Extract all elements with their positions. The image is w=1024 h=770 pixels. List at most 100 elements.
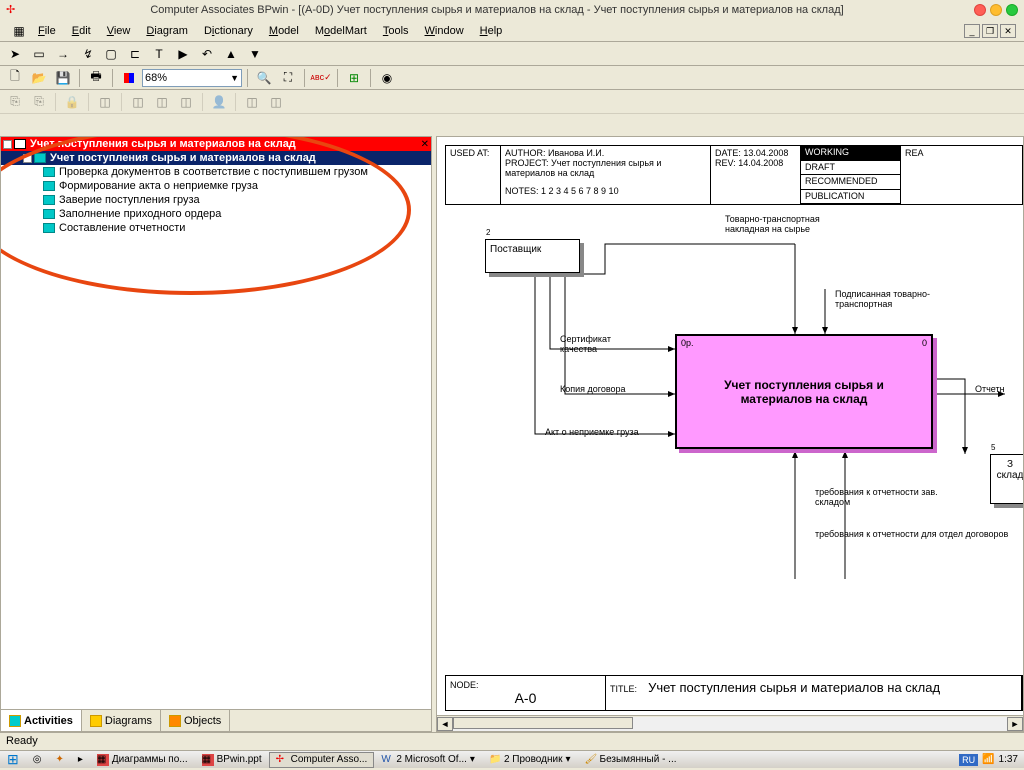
box-tool[interactable]: ▭: [28, 44, 50, 64]
status-publication: PUBLICATION: [801, 190, 900, 205]
pointer-tool[interactable]: ➤: [4, 44, 26, 64]
task-item[interactable]: 🖌Безымянный - ...: [578, 752, 684, 768]
color-button[interactable]: [118, 68, 140, 88]
zoom-dot[interactable]: [1006, 4, 1018, 16]
zoom-value: 68%: [145, 72, 167, 84]
quicklaunch[interactable]: ✦: [48, 752, 70, 767]
tree-selected[interactable]: - Учет поступления сырья и материалов на…: [1, 151, 431, 165]
activities-tab-icon: [9, 715, 21, 727]
tree-item[interactable]: Заверие поступления груза: [1, 193, 431, 207]
box2-tool[interactable]: ⊏: [124, 44, 146, 64]
report-button[interactable]: ◉: [376, 68, 398, 88]
lang-indicator[interactable]: RU: [959, 754, 978, 766]
diagram-panel[interactable]: USED AT: AUTHOR: Иванова И.И. PROJECT: У…: [436, 136, 1024, 732]
tree-item[interactable]: Заполнение приходного ордера: [1, 207, 431, 221]
scroll-left-button[interactable]: ◄: [437, 717, 453, 731]
quicklaunch[interactable]: ▸: [71, 752, 90, 767]
tab-objects[interactable]: Objects: [161, 710, 230, 731]
menu-help[interactable]: Help: [472, 23, 511, 39]
tunnel-tool[interactable]: ↯: [76, 44, 98, 64]
close-dot[interactable]: [974, 4, 986, 16]
main-activity-box[interactable]: 0р. 0 Учет поступления сырья и материало…: [675, 334, 933, 449]
date-label: DATE:: [715, 148, 741, 158]
arrow-label: требования к отчетности для отдел догово…: [815, 529, 1015, 539]
reader-label: REA: [901, 146, 931, 204]
tree-root[interactable]: - Учет поступления сырья и материалов на…: [1, 137, 431, 151]
menu-tools[interactable]: Tools: [375, 23, 417, 39]
start-button[interactable]: ⊞: [0, 749, 26, 770]
zoom-combo[interactable]: 68% ▼: [142, 69, 242, 87]
task-label: BPwin.ppt: [217, 754, 262, 765]
spellcheck-button[interactable]: ᴀʙᴄ✓: [310, 68, 332, 88]
scroll-right-button[interactable]: ►: [1007, 717, 1023, 731]
tab-activities[interactable]: Activities: [1, 710, 82, 731]
open-button[interactable]: 📂: [28, 68, 50, 88]
window-title: Computer Associates BPwin - [(A-0D) Учет…: [20, 4, 974, 16]
menu-view[interactable]: View: [99, 23, 139, 39]
tree-toggle-icon[interactable]: -: [3, 140, 12, 149]
menu-edit[interactable]: Edit: [64, 23, 99, 39]
supplier-box[interactable]: 2 Поставщик: [485, 239, 580, 273]
window-controls-mac: [974, 4, 1018, 16]
main-box-label: Учет поступления сырья и материалов на с…: [687, 378, 921, 406]
scroll-track[interactable]: [453, 717, 1007, 731]
tree-item-label: Заполнение приходного ордера: [59, 208, 221, 220]
task-item[interactable]: 📁2 Проводник ▾: [482, 752, 578, 768]
project-label: PROJECT:: [505, 158, 549, 168]
text-tool[interactable]: T: [148, 44, 170, 64]
up-tool[interactable]: ▲: [220, 44, 242, 64]
zoomin-button[interactable]: 🔍: [253, 68, 275, 88]
tray-icon[interactable]: 📶: [982, 754, 994, 765]
arrow-label: Копия договора: [560, 384, 660, 394]
mm-btn7[interactable]: 👤: [208, 92, 230, 112]
menu-model[interactable]: Model: [261, 23, 307, 39]
task-label: Computer Asso...: [291, 754, 368, 765]
down-tool[interactable]: ▼: [244, 44, 266, 64]
task-item[interactable]: ▦Диаграммы по...: [90, 752, 195, 768]
play-tool[interactable]: ▶: [172, 44, 194, 64]
arrow-label: Товарно-транспортная накладная на сырье: [725, 214, 865, 234]
tab-diagrams[interactable]: Diagrams: [82, 710, 161, 731]
save-button[interactable]: 💾: [52, 68, 74, 88]
diagram-canvas[interactable]: 2 Поставщик 0р. 0 Учет поступления сырья…: [445, 209, 1023, 671]
mm-btn4: ◫: [127, 92, 149, 112]
arrow-label: Подписанная товарно-транспортная: [835, 289, 975, 309]
mdi-close-button[interactable]: ✕: [1000, 24, 1016, 38]
tree-button[interactable]: ⊞: [343, 68, 365, 88]
scroll-thumb[interactable]: [453, 717, 633, 729]
print-button[interactable]: 🖶: [85, 68, 107, 88]
menu-window[interactable]: Window: [417, 23, 472, 39]
task-item[interactable]: W2 Microsoft Of... ▾: [374, 752, 482, 768]
menu-diagram[interactable]: Diagram: [138, 23, 196, 39]
new-button[interactable]: 🗋: [4, 68, 26, 88]
menu-modelmart[interactable]: ModelMart: [307, 23, 375, 39]
author-value: Иванова И.И.: [548, 148, 604, 158]
date-value: 13.04.2008: [743, 148, 788, 158]
tree-toggle-icon[interactable]: -: [23, 154, 32, 163]
mdi-restore-button[interactable]: ❐: [982, 24, 998, 38]
undo-tool[interactable]: ↶: [196, 44, 218, 64]
activity-icon: [43, 167, 55, 177]
tree-close-button[interactable]: ✕: [421, 139, 429, 150]
clock[interactable]: 1:37: [999, 754, 1018, 765]
menu-file[interactable]: File: [30, 23, 64, 39]
task-item-active[interactable]: ✢Computer Asso...: [269, 752, 375, 768]
mm-btn9: ◫: [265, 92, 287, 112]
menu-dictionary[interactable]: Dictionary: [196, 23, 261, 39]
squiggle-tool[interactable]: ▢: [100, 44, 122, 64]
tree-item[interactable]: Формирование акта о неприемке груза: [1, 179, 431, 193]
arrow-tool[interactable]: →: [52, 44, 74, 64]
status-draft: DRAFT: [801, 161, 900, 176]
task-item[interactable]: ▦BPwin.ppt: [195, 752, 269, 768]
zoomfit-button[interactable]: ⛶: [277, 68, 299, 88]
mdi-minimize-button[interactable]: _: [964, 24, 980, 38]
toolbar-standard: 🗋 📂 💾 🖶 68% ▼ 🔍 ⛶ ᴀʙᴄ✓ ⊞ ◉: [0, 66, 1024, 90]
tree-item[interactable]: Составление отчетности: [1, 221, 431, 235]
mm-btn5: ◫: [151, 92, 173, 112]
tree-item[interactable]: Проверка документов в соответствие с пос…: [1, 165, 431, 179]
side-box[interactable]: 5 З склад: [990, 454, 1024, 504]
objects-tab-icon: [169, 715, 181, 727]
diagram-hscroll[interactable]: ◄ ►: [437, 715, 1023, 731]
quicklaunch[interactable]: ◎: [26, 752, 49, 767]
minimize-dot[interactable]: [990, 4, 1002, 16]
